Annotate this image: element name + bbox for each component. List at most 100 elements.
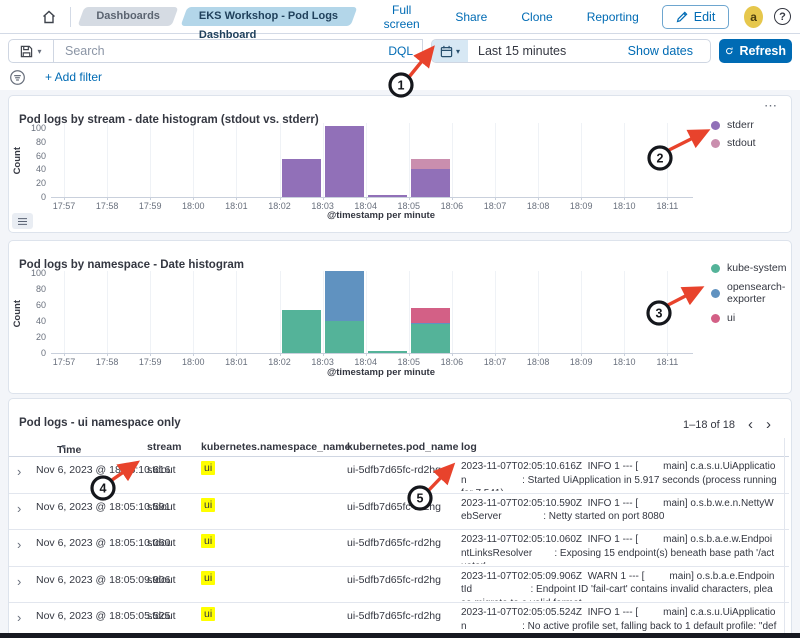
add-filter-button[interactable]: + Add filter <box>39 69 108 85</box>
legend-item-ui[interactable]: ui <box>711 312 791 324</box>
previous-page-icon[interactable]: ‹ <box>748 416 753 433</box>
gridline <box>667 271 669 353</box>
pod-name-cell: ui-5dfb7d65fc-rd2hg <box>347 610 441 622</box>
y-tick-label: 40 <box>35 316 46 326</box>
bottom-bar <box>0 633 800 638</box>
y-tick-label: 80 <box>35 136 46 147</box>
filter-settings-icon[interactable] <box>9 69 26 86</box>
highlighted-namespace: ui <box>201 461 216 475</box>
legend-toggle-icon[interactable] <box>12 213 33 229</box>
time-range-value[interactable]: Last 15 minutes <box>478 44 567 58</box>
gridline <box>64 123 65 197</box>
x-tick-mark <box>581 197 583 200</box>
chevron-down-icon: ▾ <box>455 46 460 56</box>
bar-stderr[interactable] <box>282 159 321 197</box>
table-header: Time ▼ stream kubernetes.namespace_name k… <box>9 438 789 457</box>
legend-label: kube-system <box>727 262 787 274</box>
bar-kube-system[interactable] <box>325 321 364 353</box>
bar-stdout[interactable] <box>411 159 450 170</box>
expand-row-icon[interactable]: › <box>17 464 22 479</box>
menu-icon[interactable] <box>11 10 24 23</box>
tab-eks-workshop-pod-logs-dashboard[interactable]: EKS Workshop - Pod Logs Dashboard <box>184 7 354 41</box>
x-axis-label: @timestamp per minute <box>327 367 435 378</box>
full-screen-link[interactable]: Full screen <box>376 2 427 32</box>
x-tick-mark <box>150 353 152 356</box>
bar-kube-system[interactable] <box>411 324 450 353</box>
tab-dashboards[interactable]: Dashboards <box>81 7 175 26</box>
top-actions: Full screen Share Clone Reporting Edit a… <box>354 2 800 32</box>
y-tick-label: 60 <box>35 150 46 161</box>
bar-ui[interactable] <box>411 308 450 323</box>
x-tick-label: 18:02 <box>268 201 291 211</box>
gridline <box>322 271 324 353</box>
expand-row-icon[interactable]: › <box>17 610 22 625</box>
panel-pod-logs-by-namespace: Pod logs by namespace - Date histogram 1… <box>8 240 792 394</box>
legend-item-kube-system[interactable]: kube-system <box>711 262 791 274</box>
edit-button[interactable]: Edit <box>661 4 730 29</box>
divider <box>69 6 71 27</box>
log-cell: 2023-11-07T02:05:10.590Z INFO 1 --- [ ma… <box>461 497 774 523</box>
x-tick-mark <box>538 353 540 356</box>
saved-query-menu-button[interactable]: ▾ <box>8 39 54 63</box>
highlighted-namespace: ui <box>201 534 216 548</box>
time-cell: Nov 6, 2023 @ 18:05:10.591 <box>36 500 171 513</box>
y-tick-label: 100 <box>30 123 46 133</box>
gridline <box>107 123 109 197</box>
column-header-namespace[interactable]: kubernetes.namespace_name <box>201 441 351 453</box>
panel-title: Pod logs - ui namespace only <box>19 416 181 429</box>
expand-row-icon[interactable]: › <box>17 573 22 589</box>
legend-item-opensearch-exporter[interactable]: opensearch-exporter <box>711 281 791 305</box>
x-tick-label: 18:07 <box>483 201 507 211</box>
pod-name-cell: ui-5dfb7d65fc-rd2hg <box>347 537 441 549</box>
bar-kube-system[interactable] <box>282 309 321 353</box>
x-tick-label: 18:03 <box>311 357 334 367</box>
x-tick-mark <box>107 197 109 200</box>
gridline <box>365 271 367 353</box>
home-icon[interactable] <box>41 9 57 25</box>
chevron-down-icon: ▾ <box>37 46 42 56</box>
avatar[interactable]: a <box>744 5 763 28</box>
column-header-pod-name[interactable]: kubernetes.pod_name <box>347 441 459 453</box>
stream-cell: stdout <box>147 464 176 476</box>
bar-stderr[interactable] <box>411 169 450 197</box>
refresh-button[interactable]: Refresh <box>719 39 792 63</box>
show-dates-button[interactable]: Show dates <box>622 43 699 59</box>
x-tick-label: 17:58 <box>95 201 119 211</box>
panel-menu-icon[interactable]: ⋯ <box>758 97 784 115</box>
dql-toggle[interactable]: DQL <box>388 44 413 58</box>
legend-item-stderr[interactable]: stderr <box>711 119 756 131</box>
next-page-icon[interactable]: › <box>766 416 771 433</box>
pod-name-cell: ui-5dfb7d65fc-rd2hg <box>347 500 441 513</box>
y-tick-label: 40 <box>35 164 46 175</box>
scrollbar[interactable] <box>784 438 785 638</box>
bar-stderr[interactable] <box>325 125 364 197</box>
x-tick-label: 17:59 <box>138 357 162 367</box>
column-header-stream[interactable]: stream <box>147 441 182 453</box>
expand-row-icon[interactable]: › <box>17 537 22 552</box>
log-cell: 2023-11-07T02:05:10.616Z INFO 1 --- [ ma… <box>461 461 777 491</box>
help-icon[interactable]: ? <box>774 8 791 25</box>
reporting-link[interactable]: Reporting <box>581 9 645 25</box>
bar-opensearch-exporter[interactable] <box>325 270 364 321</box>
pod-name-cell: ui-5dfb7d65fc-rd2hg <box>347 464 441 476</box>
x-tick-mark <box>64 353 65 356</box>
x-tick-label: 18:08 <box>526 357 550 367</box>
bar-opensearch-exporter[interactable] <box>411 322 450 325</box>
highlighted-namespace: ui <box>201 570 216 585</box>
bar-kube-system[interactable] <box>368 350 407 353</box>
x-tick-label: 17:58 <box>95 357 119 367</box>
gridline <box>236 271 238 353</box>
legend-item-stdout[interactable]: stdout <box>711 137 756 149</box>
expand-row-icon[interactable]: › <box>17 500 22 516</box>
stream-date-histogram: 17:57 17:58 17:59 18:00 18:01 18:02 18:03 18:04… <box>9 96 791 232</box>
legend-label: opensearch-exporter <box>727 281 786 305</box>
calendar-icon-button[interactable]: ▾ <box>432 40 468 62</box>
share-link[interactable]: Share <box>449 9 493 25</box>
column-header-log[interactable]: log <box>461 441 477 453</box>
x-tick-label: 18:06 <box>440 357 464 367</box>
y-tick-label: 0 <box>40 348 46 358</box>
clone-link[interactable]: Clone <box>515 9 558 25</box>
date-picker-group: ▾ Last 15 minutes Show dates <box>431 39 711 63</box>
search-input[interactable] <box>63 43 389 59</box>
bar-stderr[interactable] <box>368 194 407 197</box>
